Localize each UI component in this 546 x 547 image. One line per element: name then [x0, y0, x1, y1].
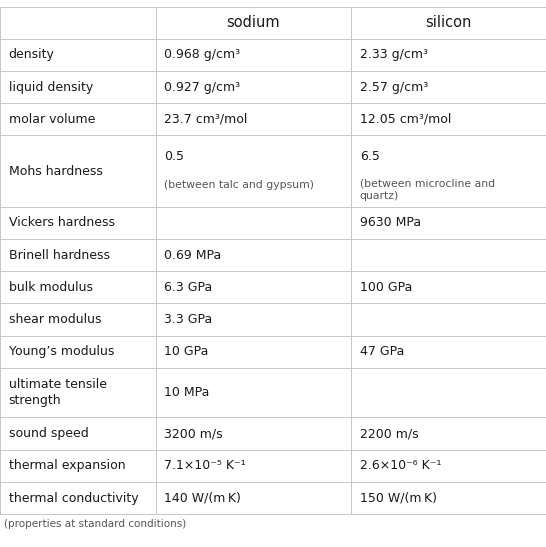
- Text: 0.5: 0.5: [164, 150, 185, 164]
- Text: 6.3 GPa: 6.3 GPa: [164, 281, 212, 294]
- Text: Young’s modulus: Young’s modulus: [9, 345, 114, 358]
- Text: (between microcline and
quartz): (between microcline and quartz): [360, 178, 495, 201]
- Text: 150 W/(m K): 150 W/(m K): [360, 492, 437, 504]
- Text: 10 GPa: 10 GPa: [164, 345, 209, 358]
- Text: 2.6×10⁻⁶ K⁻¹: 2.6×10⁻⁶ K⁻¹: [360, 459, 441, 473]
- Text: 2.33 g/cm³: 2.33 g/cm³: [360, 48, 428, 61]
- Text: liquid density: liquid density: [9, 80, 93, 94]
- Text: 3200 m/s: 3200 m/s: [164, 427, 223, 440]
- Text: (properties at standard conditions): (properties at standard conditions): [4, 519, 187, 528]
- Text: sodium: sodium: [227, 15, 280, 30]
- Text: 23.7 cm³/mol: 23.7 cm³/mol: [164, 113, 248, 126]
- Text: Brinell hardness: Brinell hardness: [9, 248, 110, 261]
- Text: density: density: [9, 48, 55, 61]
- Text: 3.3 GPa: 3.3 GPa: [164, 313, 212, 326]
- Text: Vickers hardness: Vickers hardness: [9, 217, 115, 229]
- Text: bulk modulus: bulk modulus: [9, 281, 93, 294]
- Text: thermal expansion: thermal expansion: [9, 459, 126, 473]
- Text: ultimate tensile
strength: ultimate tensile strength: [9, 378, 106, 408]
- Text: 0.927 g/cm³: 0.927 g/cm³: [164, 80, 240, 94]
- Text: 12.05 cm³/mol: 12.05 cm³/mol: [360, 113, 451, 126]
- Text: molar volume: molar volume: [9, 113, 95, 126]
- Text: shear modulus: shear modulus: [9, 313, 101, 326]
- Text: 140 W/(m K): 140 W/(m K): [164, 492, 241, 504]
- Text: sound speed: sound speed: [9, 427, 88, 440]
- Text: (between talc and gypsum): (between talc and gypsum): [164, 181, 314, 190]
- Text: 9630 MPa: 9630 MPa: [360, 217, 421, 229]
- Text: 6.5: 6.5: [360, 150, 379, 164]
- Text: 47 GPa: 47 GPa: [360, 345, 404, 358]
- Text: 0.968 g/cm³: 0.968 g/cm³: [164, 48, 240, 61]
- Text: Mohs hardness: Mohs hardness: [9, 165, 103, 178]
- Text: 7.1×10⁻⁵ K⁻¹: 7.1×10⁻⁵ K⁻¹: [164, 459, 246, 473]
- Text: silicon: silicon: [425, 15, 472, 30]
- Text: 100 GPa: 100 GPa: [360, 281, 412, 294]
- Text: 0.69 MPa: 0.69 MPa: [164, 248, 222, 261]
- Text: 2.57 g/cm³: 2.57 g/cm³: [360, 80, 428, 94]
- Text: 10 MPa: 10 MPa: [164, 386, 210, 399]
- Text: thermal conductivity: thermal conductivity: [9, 492, 138, 504]
- Text: 2200 m/s: 2200 m/s: [360, 427, 418, 440]
